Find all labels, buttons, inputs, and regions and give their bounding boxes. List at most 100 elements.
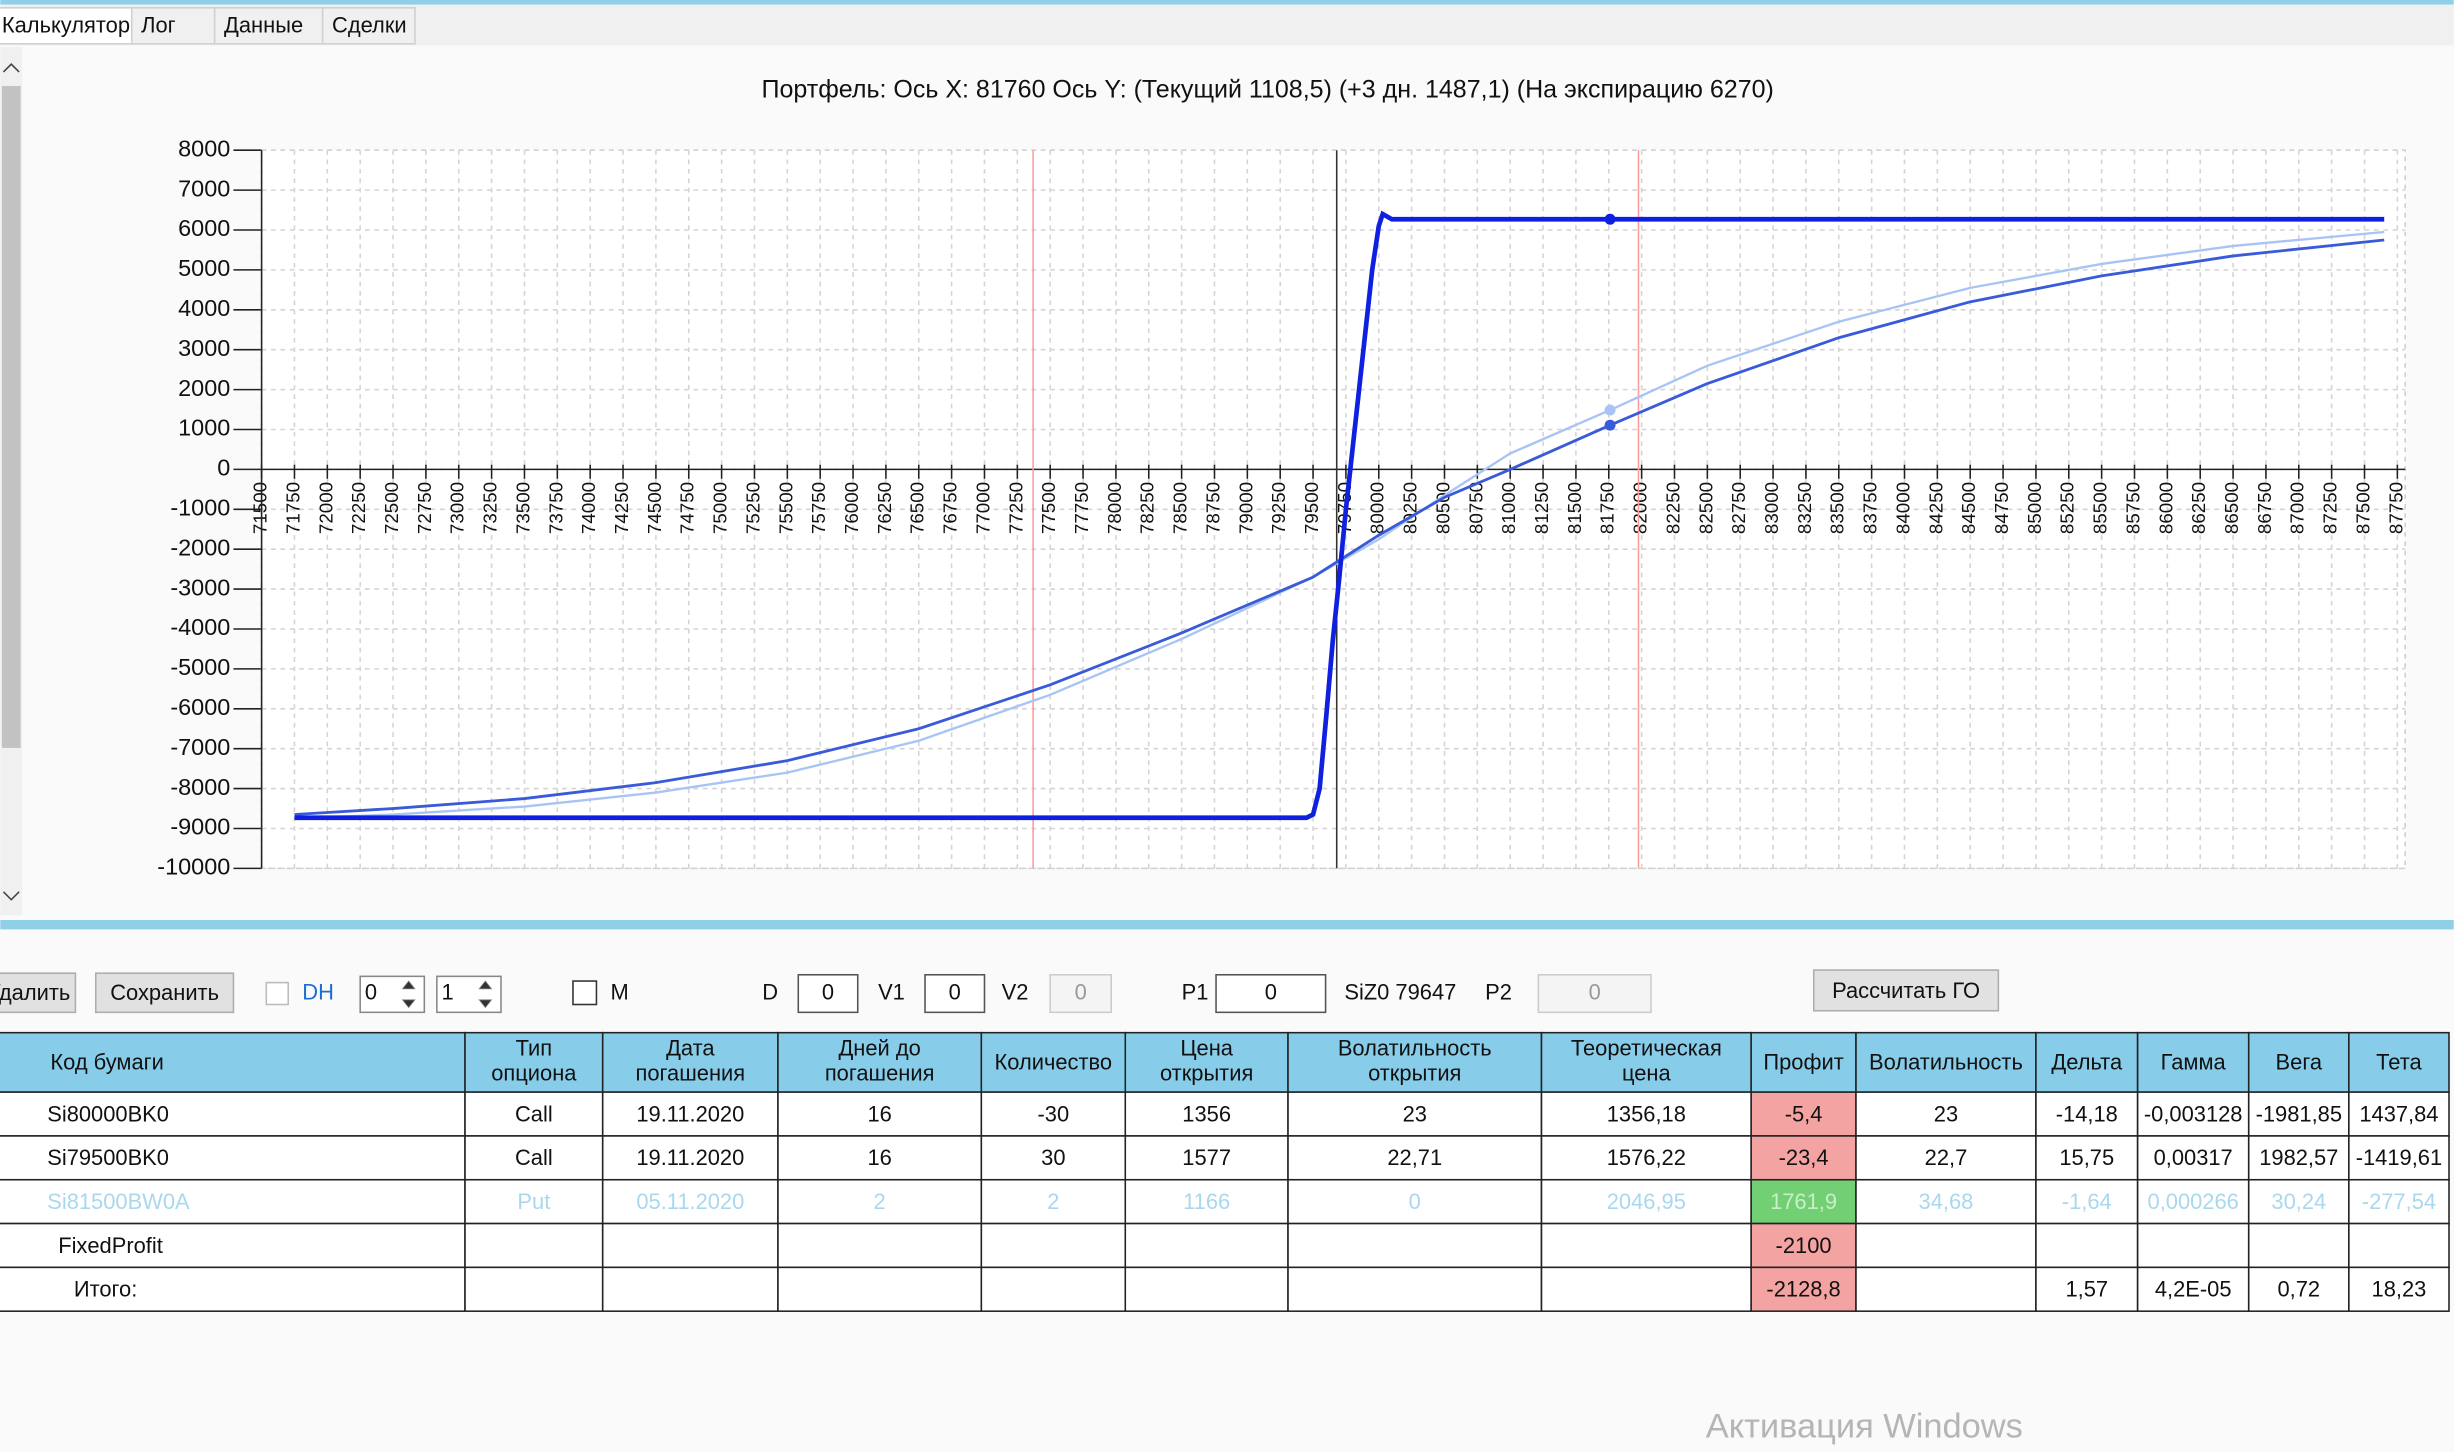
x-tick-label: 84750 bbox=[1991, 482, 2012, 534]
x-tick-label: 85750 bbox=[2122, 482, 2143, 534]
input[interactable] bbox=[924, 973, 986, 1014]
table-cell[interactable] bbox=[980, 1135, 1127, 1181]
button[interactable] bbox=[1812, 969, 2000, 1012]
y-tick-label: 6000 bbox=[178, 215, 230, 241]
checkbox[interactable] bbox=[265, 981, 289, 1006]
input-value: 0 bbox=[1265, 979, 1277, 1004]
table-cell[interactable] bbox=[777, 1266, 983, 1312]
cursor-point bbox=[1604, 404, 1616, 416]
watermark: Активация Windows bbox=[1706, 1408, 2023, 1446]
field-label: DH bbox=[302, 979, 334, 1004]
table-cell[interactable] bbox=[2136, 1222, 2250, 1269]
tab[interactable] bbox=[130, 7, 216, 45]
input[interactable] bbox=[797, 973, 859, 1014]
x-tick-label: 75500 bbox=[775, 482, 796, 534]
table-cell[interactable] bbox=[980, 1266, 1127, 1312]
tab-label: Калькулятор bbox=[2, 12, 130, 37]
x-tick-label: 76250 bbox=[874, 482, 895, 534]
table-cell[interactable] bbox=[980, 1178, 1127, 1225]
y-tick-label: 2000 bbox=[178, 375, 230, 401]
table-cell[interactable] bbox=[1750, 1222, 1857, 1269]
header-cell bbox=[980, 1031, 1127, 1093]
table-cell[interactable] bbox=[1287, 1135, 1543, 1181]
header-label: Дельта bbox=[2051, 1050, 2123, 1075]
y-tick-label: -2000 bbox=[170, 534, 230, 560]
x-tick-label: 82500 bbox=[1695, 482, 1716, 534]
table-cell[interactable] bbox=[0, 1135, 466, 1181]
cell-text: 2 bbox=[874, 1189, 886, 1214]
table-cell[interactable] bbox=[1750, 1266, 1857, 1312]
table-cell[interactable] bbox=[1855, 1091, 2037, 1137]
spinner[interactable] bbox=[436, 975, 502, 1014]
header-label: погашения bbox=[825, 1061, 935, 1086]
table-cell[interactable] bbox=[1124, 1266, 1289, 1312]
x-tick-label: 86500 bbox=[2221, 482, 2242, 534]
x-tick-label: 73500 bbox=[512, 482, 533, 534]
table-cell[interactable] bbox=[0, 1266, 466, 1312]
table-cell[interactable] bbox=[2247, 1266, 2350, 1312]
table-cell[interactable] bbox=[777, 1222, 983, 1269]
table-cell[interactable] bbox=[2348, 1135, 2450, 1181]
table-cell[interactable] bbox=[0, 1091, 466, 1137]
table-cell[interactable] bbox=[464, 1135, 604, 1181]
y-tick-label: -9000 bbox=[170, 814, 230, 840]
table-cell[interactable] bbox=[1540, 1135, 1752, 1181]
x-tick-label: 81250 bbox=[1531, 482, 1552, 534]
table-cell[interactable] bbox=[601, 1178, 779, 1225]
button[interactable] bbox=[94, 972, 235, 1014]
spinner[interactable] bbox=[359, 975, 426, 1014]
y-tick-label: -3000 bbox=[170, 574, 230, 600]
table-cell[interactable] bbox=[1124, 1135, 1289, 1181]
header-cell bbox=[2348, 1031, 2450, 1093]
table-cell[interactable] bbox=[980, 1222, 1127, 1269]
table-cell[interactable] bbox=[464, 1222, 604, 1269]
cell-text: FixedProfit bbox=[58, 1233, 163, 1258]
table-cell[interactable] bbox=[2247, 1222, 2350, 1269]
table-cell[interactable] bbox=[464, 1091, 604, 1137]
table-cell[interactable] bbox=[601, 1266, 779, 1312]
table-cell[interactable] bbox=[1750, 1091, 1857, 1137]
x-tick-label: 75750 bbox=[808, 482, 829, 534]
table-cell[interactable] bbox=[2348, 1091, 2450, 1137]
spinner-arrows bbox=[478, 980, 493, 1009]
cell-text: 1577 bbox=[1182, 1145, 1231, 1170]
x-tick-label: 86000 bbox=[2155, 482, 2176, 534]
table-cell[interactable] bbox=[2035, 1222, 2139, 1269]
input[interactable] bbox=[1215, 973, 1327, 1014]
y-tick-label: -8000 bbox=[170, 774, 230, 800]
field-label: P1 bbox=[1182, 979, 1209, 1004]
table-cell[interactable] bbox=[2136, 1135, 2250, 1181]
checkbox[interactable] bbox=[572, 980, 598, 1006]
x-tick-label: 87000 bbox=[2287, 482, 2308, 534]
table-cell[interactable] bbox=[1287, 1222, 1543, 1269]
table-cell[interactable] bbox=[1540, 1222, 1752, 1269]
table-cell[interactable] bbox=[1855, 1222, 2037, 1269]
x-tick-label: 82000 bbox=[1630, 482, 1651, 534]
table-cell[interactable] bbox=[601, 1222, 779, 1269]
header-cell bbox=[2136, 1031, 2250, 1093]
cell-text: -1981,85 bbox=[2256, 1101, 2342, 1126]
header-cell bbox=[2035, 1031, 2139, 1093]
table-cell[interactable] bbox=[1855, 1266, 2037, 1312]
table-cell[interactable] bbox=[1287, 1178, 1543, 1225]
table-cell[interactable] bbox=[1124, 1222, 1289, 1269]
table-cell[interactable] bbox=[2348, 1266, 2450, 1312]
table-cell[interactable] bbox=[980, 1091, 1127, 1137]
header-label: Дата bbox=[666, 1036, 715, 1061]
x-tick-label: 84250 bbox=[1925, 482, 1946, 534]
x-tick-label: 83000 bbox=[1761, 482, 1782, 534]
table-cell[interactable] bbox=[1750, 1178, 1857, 1225]
table-cell[interactable] bbox=[2247, 1091, 2350, 1137]
y-tick-label: 0 bbox=[217, 455, 230, 481]
button[interactable] bbox=[0, 972, 77, 1014]
table-cell[interactable] bbox=[1287, 1266, 1543, 1312]
x-tick-label: 83250 bbox=[1794, 482, 1815, 534]
table-cell[interactable] bbox=[1540, 1266, 1752, 1312]
table-cell[interactable] bbox=[2035, 1266, 2139, 1312]
table-cell[interactable] bbox=[601, 1135, 779, 1181]
field-label: M bbox=[611, 979, 629, 1004]
tab[interactable] bbox=[321, 7, 416, 45]
table-cell[interactable] bbox=[2348, 1222, 2450, 1269]
table-cell[interactable] bbox=[464, 1266, 604, 1312]
